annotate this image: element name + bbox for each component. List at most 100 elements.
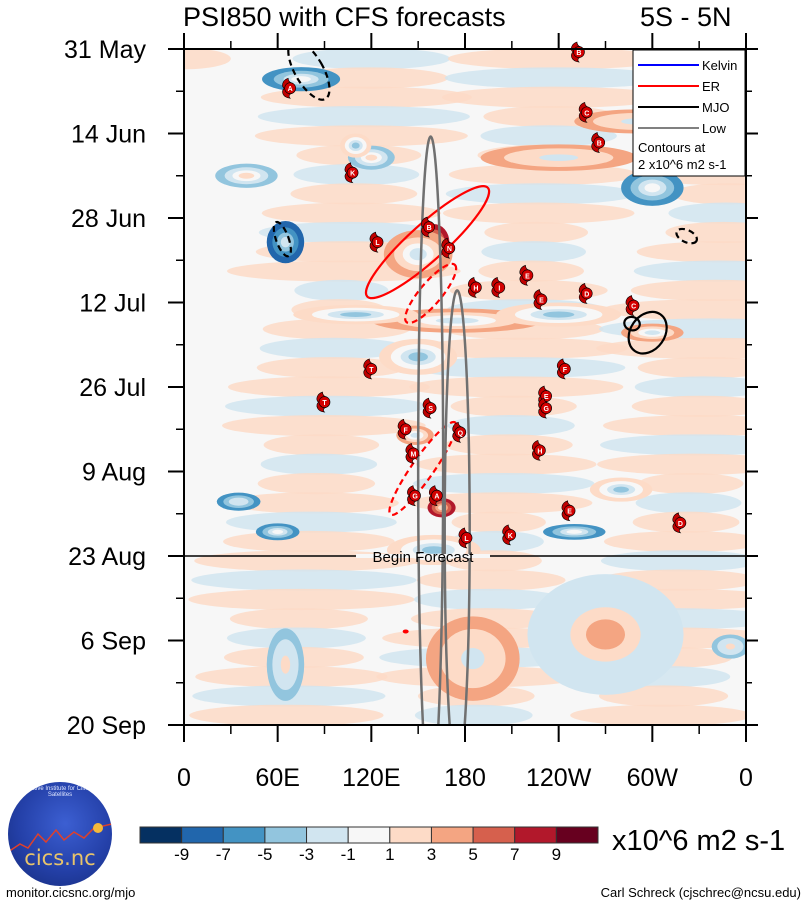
field-band bbox=[596, 337, 746, 359]
anomaly-blob bbox=[280, 236, 291, 248]
anomaly-blob bbox=[280, 655, 291, 674]
storm-icon: D bbox=[578, 283, 593, 304]
mjo-contour bbox=[627, 310, 668, 355]
colorbar-label: -1 bbox=[341, 845, 356, 864]
anomaly-blob bbox=[566, 529, 583, 534]
storm-icon: F bbox=[556, 358, 571, 380]
field-band bbox=[633, 260, 746, 282]
anomaly-blob bbox=[272, 529, 284, 534]
storm-icon: T bbox=[316, 391, 331, 413]
storm-icon: F bbox=[397, 418, 412, 440]
storm-icon: B bbox=[591, 132, 606, 153]
colorbar-label: -7 bbox=[216, 845, 231, 864]
anomaly-blob bbox=[238, 172, 255, 179]
cics-logo: Cooperative Institute for Climate and Sa… bbox=[8, 782, 112, 886]
storm-icon: E bbox=[561, 500, 576, 522]
storm-icon: Q bbox=[452, 421, 467, 443]
storm-icon: I bbox=[491, 277, 506, 298]
anomaly-blob bbox=[613, 486, 629, 493]
colorbar-swatch bbox=[264, 826, 308, 844]
legend-label: MJO bbox=[702, 100, 729, 115]
mjo-contour bbox=[287, 49, 331, 101]
forecast-marker: Begin Forecast bbox=[176, 549, 754, 566]
chart-title: PSI850 with CFS forecasts bbox=[183, 2, 506, 32]
mjo-contour bbox=[272, 220, 292, 258]
x-tick-label: 0 bbox=[177, 764, 191, 792]
y-tick-label: 28 Jun bbox=[71, 205, 146, 233]
mjo-contour bbox=[675, 227, 699, 245]
colorbar-swatch bbox=[555, 826, 599, 844]
storm-letter: E bbox=[539, 297, 544, 304]
colorbar-label: -9 bbox=[174, 845, 189, 864]
field-band bbox=[444, 67, 668, 89]
field-band bbox=[290, 183, 418, 205]
x-tick-label: 60E bbox=[255, 764, 299, 792]
legend-label: Kelvin bbox=[702, 58, 737, 73]
x-tick-label: 180 bbox=[444, 764, 486, 792]
storm-letter: M bbox=[411, 451, 417, 458]
colorbar-label: 9 bbox=[552, 845, 561, 864]
field-band bbox=[637, 357, 746, 379]
y-tick-label: 23 Aug bbox=[68, 543, 146, 571]
storm-icon: T bbox=[363, 358, 378, 380]
colorbar-label: -3 bbox=[299, 845, 314, 864]
storm-letter: L bbox=[375, 240, 380, 247]
x-tick-label: 120E bbox=[342, 764, 400, 792]
logo-text: cics.nc bbox=[24, 846, 96, 870]
storm-letter: A bbox=[288, 86, 293, 93]
field-band bbox=[636, 241, 746, 263]
er-contour bbox=[388, 420, 458, 517]
storm-icon: K bbox=[344, 162, 359, 184]
y-tick-label: 20 Sep bbox=[67, 712, 146, 740]
field-band bbox=[184, 49, 231, 70]
field-band bbox=[191, 569, 417, 591]
field-band bbox=[638, 472, 744, 495]
storm-letter: K bbox=[508, 533, 513, 540]
field-band bbox=[188, 588, 415, 611]
field-band bbox=[451, 511, 546, 533]
field-band bbox=[260, 453, 378, 475]
field-band bbox=[414, 704, 533, 725]
storm-icon: E bbox=[538, 385, 552, 407]
storm-letter: F bbox=[563, 367, 568, 374]
mountain-icon bbox=[8, 823, 112, 853]
field-band bbox=[671, 183, 746, 205]
field-band bbox=[449, 279, 608, 302]
storm-icon: G bbox=[407, 485, 421, 506]
field-band bbox=[665, 221, 746, 244]
y-tick-label: 9 Aug bbox=[82, 459, 146, 487]
field-band bbox=[415, 453, 597, 475]
storm-letter: K bbox=[350, 171, 355, 178]
storm-icon: H bbox=[531, 440, 546, 461]
legend-note: Contours at bbox=[638, 140, 706, 155]
field-band bbox=[228, 376, 430, 398]
storm-letter: L bbox=[464, 536, 469, 543]
y-tick-label: 14 Jun bbox=[71, 121, 146, 149]
anomaly-blob bbox=[725, 643, 736, 650]
field-band bbox=[413, 472, 595, 495]
storm-icon: A bbox=[428, 485, 443, 506]
anomaly-blob bbox=[351, 142, 360, 149]
storm-letter: H bbox=[473, 285, 478, 292]
field-band bbox=[668, 202, 746, 224]
field-band bbox=[410, 492, 593, 514]
legend-box bbox=[632, 49, 746, 177]
field-band bbox=[261, 202, 441, 224]
anomaly-blob bbox=[409, 248, 427, 261]
x-tick-label: 0 bbox=[739, 764, 753, 792]
storm-icon: L bbox=[458, 527, 473, 549]
storm-letter: B bbox=[597, 141, 602, 148]
field-band bbox=[228, 492, 399, 514]
footer-url[interactable]: monitor.cicsnc.org/mjo bbox=[6, 885, 136, 900]
footer-author: Carl Schreck (cjschrec@ncsu.edu) bbox=[600, 885, 801, 900]
legend-note: 2 x10^6 m2 s-1 bbox=[638, 157, 726, 172]
storm-icon: H bbox=[467, 277, 482, 298]
colorbar-label: 1 bbox=[385, 845, 394, 864]
storm-icon: D bbox=[672, 512, 687, 534]
colorbar-label: -5 bbox=[257, 845, 272, 864]
storm-letter: H bbox=[537, 448, 542, 455]
anomaly-blob bbox=[543, 311, 575, 318]
field-band bbox=[450, 395, 577, 417]
storm-icon: B bbox=[571, 41, 585, 63]
